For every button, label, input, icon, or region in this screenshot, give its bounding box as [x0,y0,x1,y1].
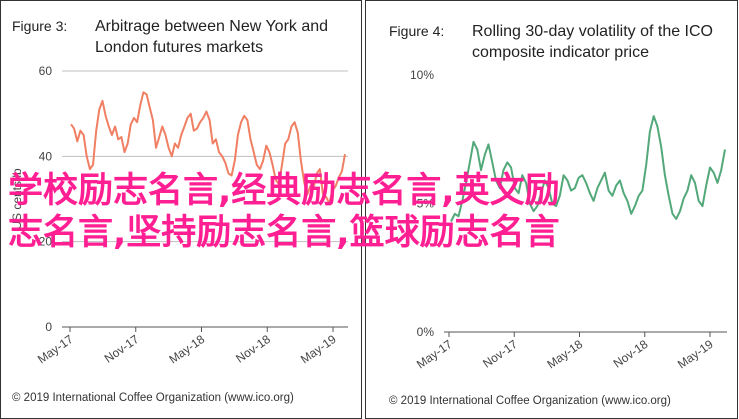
fig3-y-tick-label: 20 [39,235,53,249]
fig3-y-tick-label: 40 [39,149,53,163]
fig4-y-tick-label: 5% [417,197,435,211]
fig4-x-tick-label: Nov-17 [480,337,520,371]
fig4-footer: © 2019 International Coffee Organization… [389,395,671,407]
fig3-ylabel: US cents/lb [10,168,24,230]
fig4-x-tick-label: May-19 [675,337,716,372]
fig3-x-tick-label: May-18 [166,332,207,367]
fig3-series-line [70,91,346,205]
fig3-footer: © 2019 International Coffee Organization… [12,392,294,404]
fig3-x-tick-label: Nov-17 [102,332,142,366]
overlay-text-line1: 学校励志名言,经典励志名言,英文励 [8,171,560,211]
fig4-series-line [450,115,726,222]
fig4-y-tick-label: 10% [410,68,434,82]
fig4-x-tick-label: Nov-18 [611,337,651,371]
fig3-x-tick-label: Nov-18 [233,332,273,366]
fig4-x-tick-label: May-17 [414,337,455,372]
fig3-title-line2: London futures markets [95,39,263,56]
fig3-title-line1: Arbitrage between New York and [95,18,328,35]
fig3-x-tick-label: May-19 [298,332,339,367]
fig3-y-tick-label: 0 [45,320,52,334]
fig4-x-tick-label: May-18 [544,337,585,372]
fig4-label: Figure 4: [389,23,444,39]
fig3-label: Figure 3: [12,18,67,34]
overlay-text-line2: 志名言,坚持励志名言,篮球励志名言 [8,213,560,253]
fig3-x-tick-label: May-17 [35,332,76,367]
fig4-title-line1: Rolling 30-day volatility of the ICO [472,23,713,40]
fig4-title-line2: composite indicator price [472,44,649,61]
fig4-y-tick-label: 0% [417,325,435,339]
fig3-y-tick-label: 60 [39,64,53,78]
